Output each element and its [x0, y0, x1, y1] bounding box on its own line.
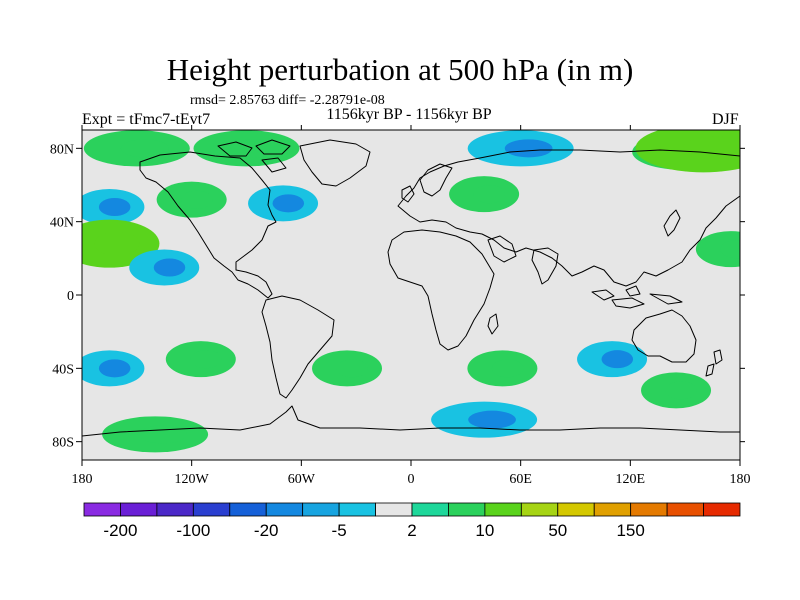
coastline-africa — [387, 229, 495, 351]
colorbar-label: 2 — [407, 521, 416, 540]
colorbar-label: 50 — [548, 521, 567, 540]
colorbar-swatch — [520, 502, 559, 517]
colorbar-swatch — [630, 502, 668, 517]
anomaly-core — [491, 359, 524, 378]
coastline-british-isles — [401, 185, 415, 203]
colorbar-swatch — [156, 502, 194, 517]
colorbar-label: 10 — [475, 521, 494, 540]
period-label: 1156kyr BP - 1156kyr BP — [326, 106, 492, 123]
colorbar-label: 150 — [616, 521, 644, 540]
anomaly-core — [473, 185, 506, 204]
coastline-north-america — [139, 151, 277, 299]
coastline-se-asia-islands — [591, 285, 683, 309]
coastline-australia — [631, 309, 697, 363]
anomaly-core — [601, 350, 634, 369]
anomaly-core — [120, 139, 169, 158]
y-tick-label: 40N — [50, 216, 74, 231]
coastline-arabia — [487, 235, 517, 263]
colorbar-label: -200 — [103, 521, 137, 540]
coastline-antarctica — [82, 405, 740, 437]
experiment-label: Expt = tFmc7-tEvt7 — [82, 111, 211, 128]
y-tick-label: 80N — [50, 142, 74, 157]
y-tick-label: 40S — [52, 362, 74, 377]
season-label: DJF — [712, 111, 739, 128]
coastline-arctic-islands — [217, 139, 291, 173]
anomaly-core — [504, 139, 553, 158]
coastline-greenland — [299, 139, 371, 187]
colorbar-label: -20 — [254, 521, 279, 540]
x-tick-label: 60W — [288, 472, 316, 487]
colorbar-swatch — [120, 502, 158, 517]
anomaly-core — [683, 136, 740, 161]
x-tick-label: 0 — [408, 472, 415, 487]
colorbar-swatch — [83, 502, 121, 517]
anomaly-core — [190, 350, 222, 369]
colorbar-swatch — [375, 502, 413, 517]
colorbar-swatch — [411, 502, 449, 517]
anomaly-core — [272, 194, 305, 213]
x-tick-label: 120E — [616, 472, 646, 487]
anomaly-core — [98, 359, 131, 378]
anomaly-core — [336, 359, 369, 378]
colorbar-swatch — [557, 502, 595, 517]
anomaly-core — [665, 381, 698, 400]
anomaly-core — [94, 231, 140, 256]
anomaly-core — [230, 139, 279, 158]
colorbar-swatch — [338, 502, 376, 517]
colorbar-label: -5 — [332, 521, 347, 540]
colorbar-label: -100 — [176, 521, 210, 540]
colorbar-swatch — [593, 502, 632, 517]
colorbar-swatch — [229, 502, 267, 517]
colorbar-swatch — [703, 502, 741, 517]
x-tick-label: 60E — [509, 472, 532, 487]
anomaly-core — [139, 425, 187, 444]
coastline-madagascar — [487, 313, 499, 335]
coastline-japan — [663, 209, 681, 237]
y-tick-label: 80S — [52, 436, 74, 451]
anomaly-core — [181, 190, 213, 209]
coastline-eurasia — [397, 149, 740, 287]
plot-background — [82, 130, 740, 460]
axes: 180 120W 60W 0 60E 120E 180 80N 40N 0 40S 80S — [50, 125, 751, 487]
colorbar: -200 -100 -20 -5 2 10 50 150 — [83, 502, 741, 540]
x-tick-label: 180 — [730, 472, 751, 487]
anomaly-core — [468, 410, 516, 429]
colorbar-swatch — [192, 502, 231, 517]
anomaly-core — [98, 198, 131, 216]
coastline-south-america — [261, 295, 335, 399]
chart-subtitle: rmsd= 2.85763 diff= -2.28791e-08 — [190, 93, 385, 108]
coastline-new-zealand — [705, 349, 723, 377]
x-tick-label: 180 — [72, 472, 93, 487]
anomaly-core — [720, 240, 740, 259]
y-tick-label: 0 — [67, 289, 74, 304]
chart-title: Height perturbation at 500 hPa (in m) — [166, 52, 634, 87]
colorbar-swatch — [448, 502, 486, 517]
coastline-scandinavia — [419, 163, 453, 197]
anomaly-region — [695, 231, 740, 268]
colorbar-swatch — [484, 502, 522, 517]
x-tick-label: 120W — [175, 472, 210, 487]
colorbar-swatch — [302, 502, 340, 517]
colorbar-swatch — [265, 502, 304, 517]
coastline-india — [531, 247, 559, 285]
coastlines — [82, 139, 740, 437]
anomaly-core — [153, 258, 186, 277]
colorbar-swatch — [666, 502, 704, 517]
